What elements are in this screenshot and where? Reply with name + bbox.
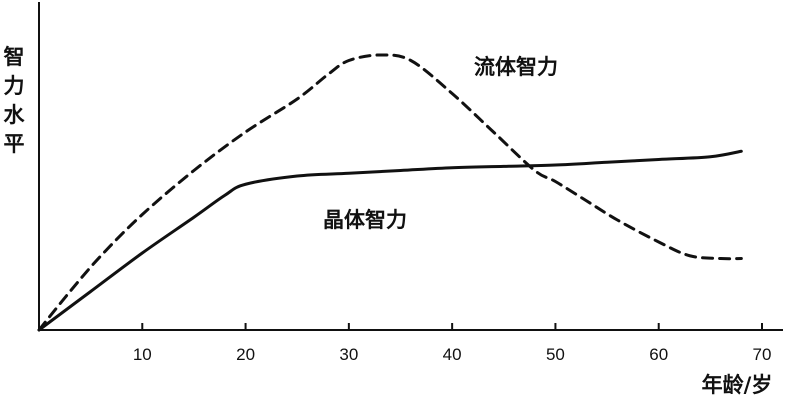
fluid-intelligence-series-line — [37, 53, 743, 332]
y-axis-title-char: 平 — [4, 132, 25, 156]
x-tick-label-50: 50 — [546, 345, 565, 364]
x-axis-title: 年龄/岁 — [702, 373, 773, 397]
series-layer — [37, 53, 743, 332]
labels-layer: 智力水平 年龄/岁 流体智力 晶体智力 — [4, 45, 773, 397]
x-tick-label-10: 10 — [133, 345, 152, 364]
series-label-fluid-intelligence: 流体智力 — [474, 55, 558, 79]
x-tick-label-20: 20 — [236, 345, 255, 364]
y-axis-title-char: 力 — [4, 74, 25, 98]
y-axis-title-char: 水 — [4, 103, 26, 127]
crystal-intelligence-series-line — [37, 149, 743, 332]
x-ticks-layer: 10 20 30 40 50 60 70 — [133, 323, 772, 364]
x-tick-label-40: 40 — [443, 345, 462, 364]
y-axis-title-char: 智 — [4, 45, 25, 69]
axes-layer — [38, 2, 783, 331]
x-tick-label-30: 30 — [339, 345, 358, 364]
y-axis-title: 智力水平 — [4, 45, 26, 156]
x-tick-label-70: 70 — [753, 345, 772, 364]
x-tick-label-60: 60 — [649, 345, 668, 364]
series-label-crystal-intelligence: 晶体智力 — [323, 208, 407, 232]
